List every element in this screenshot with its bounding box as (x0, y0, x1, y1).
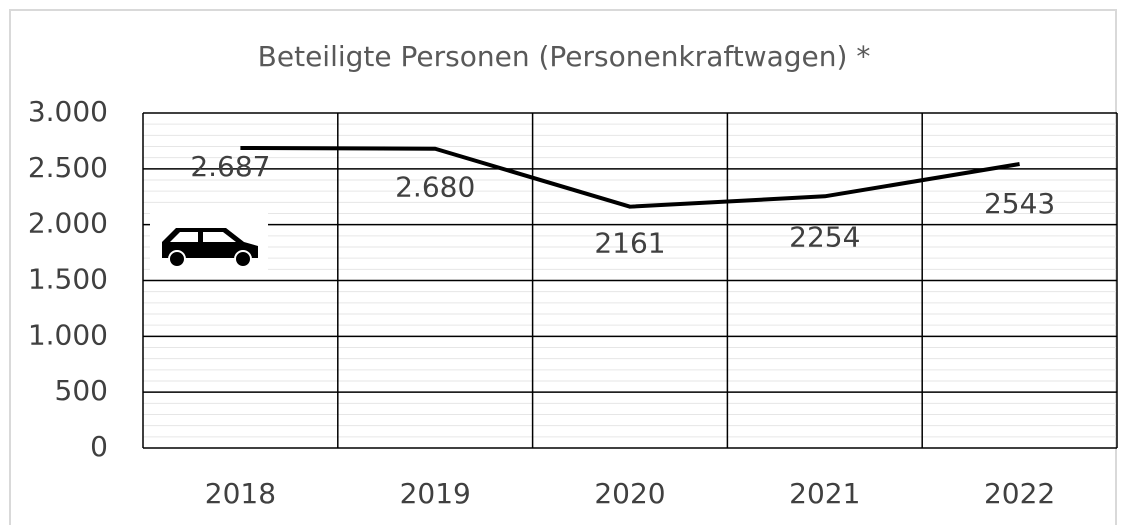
x-tick-label: 2021 (789, 477, 860, 510)
y-tick-label: 3.000 (28, 95, 108, 128)
y-tick-label: 500 (55, 374, 108, 407)
x-tick-label: 2022 (984, 477, 1055, 510)
y-tick-label: 1.500 (28, 263, 108, 296)
grid: 0 500 1.000 1.500 2.000 2.500 3.000 2018 2019 202… (28, 95, 1118, 510)
line (240, 145, 1020, 209)
car-window (170, 232, 236, 242)
y-tick-label: 2.500 (28, 151, 108, 184)
chart-title: Beteiligte Personen (Personenkraftwagen)… (258, 40, 871, 73)
data-label: 2254 (789, 220, 860, 253)
data-label: 2.680 (395, 171, 475, 204)
data-label: 2543 (984, 187, 1055, 220)
marks: 2.687 2.680 2161 2254 2543 (190, 145, 1055, 260)
x-tick-label: 2019 (400, 477, 471, 510)
car-wheel (234, 250, 252, 268)
car-wheel (168, 250, 186, 268)
data-label: 2161 (594, 227, 665, 260)
data-label: 2.687 (190, 150, 270, 183)
y-tick-label: 2.000 (28, 207, 108, 240)
car-icon (150, 212, 268, 274)
y-tick-label: 1.000 (28, 318, 108, 351)
y-tick-label: 0 (90, 430, 108, 463)
x-tick-label: 2018 (205, 477, 276, 510)
x-tick-label: 2020 (594, 477, 665, 510)
